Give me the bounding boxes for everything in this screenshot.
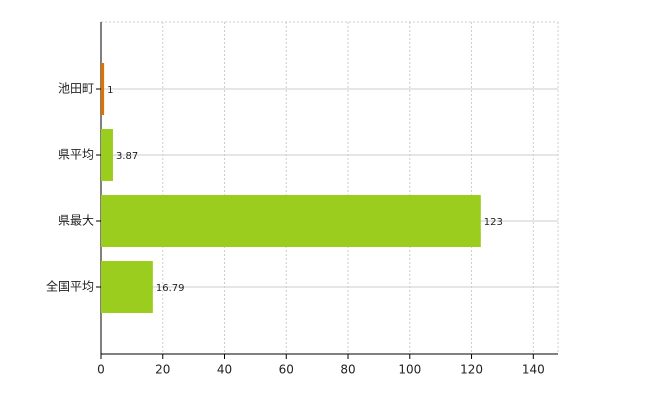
y-tick-label: 県最大 [58, 214, 94, 228]
x-tick-label: 20 [155, 363, 170, 377]
bar [101, 129, 113, 181]
x-tick-label: 120 [460, 363, 483, 377]
y-tick-label: 池田町 [58, 82, 94, 96]
bar [101, 195, 481, 247]
x-tick-label: 0 [97, 363, 105, 377]
bar [101, 261, 153, 313]
value-label: 123 [484, 217, 503, 228]
x-tick-label: 40 [217, 363, 232, 377]
bar [101, 63, 105, 115]
value-label: 1 [107, 85, 113, 96]
value-label: 3.87 [116, 151, 138, 162]
x-tick-label: 80 [340, 363, 355, 377]
x-tick-label: 140 [522, 363, 545, 377]
x-tick-label: 100 [398, 363, 421, 377]
value-label: 16.79 [156, 283, 185, 294]
x-tick-label: 60 [279, 363, 294, 377]
y-tick-label: 全国平均 [46, 279, 94, 294]
y-tick-label: 県平均 [58, 148, 94, 162]
